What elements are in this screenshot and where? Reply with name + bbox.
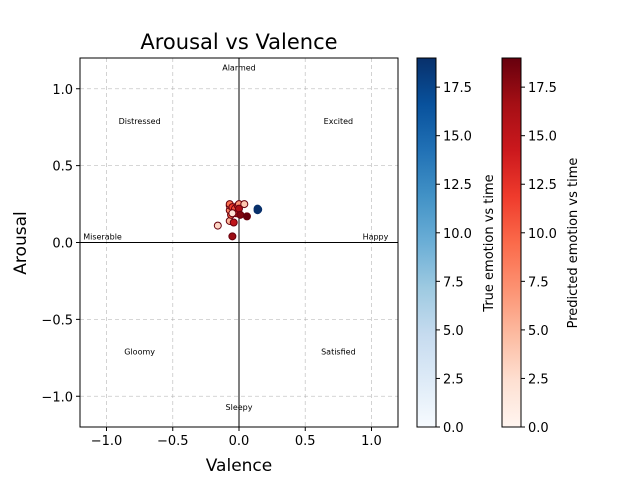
colorbar-true-label: True emotion vs time [482,174,497,312]
colorbar-predicted-tick-label: 7.5 [528,275,549,290]
predicted-emotion-point [242,212,251,221]
y-tick-label: 0.5 [52,160,73,175]
quadrant-label: Happy [363,232,389,241]
colorbar-true-tick-label: 0.0 [443,421,464,436]
data-points [213,200,263,241]
quadrant-label: Miserable [83,232,122,241]
reference-lines [80,58,398,427]
x-tick-label: 1.0 [361,434,382,449]
colorbar-predicted-label: Predicted emotion vs time [566,158,581,329]
colorbar-true-tick-label: 15.0 [443,130,472,145]
predicted-emotion-point [213,221,222,230]
x-axis-ticks: −1.0 −0.5 0.0 0.5 1.0 [91,427,382,449]
x-tick-label: 0.5 [295,434,316,449]
quadrant-label: Sleepy [226,403,253,412]
y-tick-label: 0.0 [52,237,73,252]
y-axis-ticks: −1.0 −0.5 0.0 0.5 1.0 [41,83,80,405]
true-emotion-point [254,205,263,214]
predicted-emotion-point [228,209,237,218]
predicted-emotion-point [236,210,245,219]
colorbar-true-tick-label: 7.5 [443,275,464,290]
colorbar-true [416,57,437,428]
predicted-emotion-point [228,232,237,241]
quadrant-labels: Alarmed Distressed Excited Miserable Happy Gl… [83,63,388,412]
y-axis-label: Arousal [11,211,31,274]
predicted-emotion-point [240,200,249,209]
x-tick-label: −1.0 [91,434,123,449]
y-tick-label: 1.0 [52,83,73,98]
colorbar-true-tick-label: 17.5 [443,81,472,96]
colorbar-predicted-tick-label: 12.5 [528,178,557,193]
colorbar-predicted-tick-label: 5.0 [528,324,549,339]
colorbar-true-tick-label: 12.5 [443,178,472,193]
quadrant-label: Excited [324,117,353,126]
quadrant-label: Alarmed [222,63,256,72]
colorbar-predicted-tick-label: 2.5 [528,372,549,387]
predicted-emotion-point [229,218,238,227]
y-tick-label: −0.5 [41,313,73,328]
quadrant-label: Gloomy [124,348,155,357]
x-tick-label: 0.0 [229,434,250,449]
colorbar-predicted-tick-label: 17.5 [528,81,557,96]
chart-title: Arousal vs Valence [140,30,337,54]
colorbar-true-tick-label: 5.0 [443,324,464,339]
colorbar-predicted-tick-label: 10.0 [528,227,557,242]
x-axis-label: Valence [206,456,273,476]
colorbar-true-tick-label: 2.5 [443,372,464,387]
colorbar-true-ticks: 0.0 2.5 5.0 7.5 10.0 12.5 15.0 17.5 [436,81,472,436]
colorbar-predicted-tick-label: 0.0 [528,421,549,436]
quadrant-label: Distressed [119,117,161,126]
quadrant-label: Satisfied [321,348,356,357]
colorbar-true-tick-label: 10.0 [443,227,472,242]
colorbar-predicted-ticks: 0.0 2.5 5.0 7.5 10.0 12.5 15.0 17.5 [521,81,557,436]
colorbar-predicted [501,57,522,428]
colorbar-predicted-tick-label: 15.0 [528,130,557,145]
x-tick-label: −0.5 [157,434,189,449]
y-tick-label: −1.0 [41,390,73,405]
